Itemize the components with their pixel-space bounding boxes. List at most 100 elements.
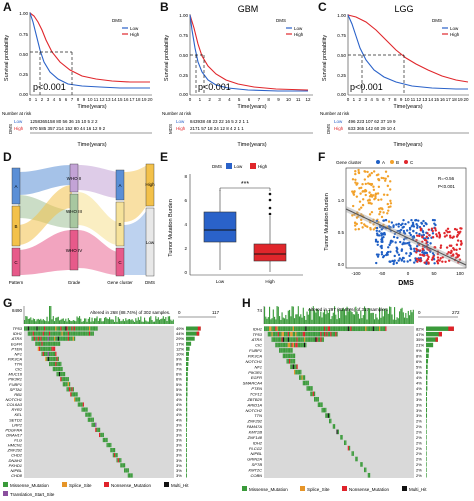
mutation-cell [301,342,303,348]
mutation-cell [37,331,39,336]
mutation-cell [302,331,304,337]
scatter-point-a [398,257,401,260]
mutation-cell [66,387,68,392]
gene-bar [426,375,428,380]
sample-tmb-bar [265,316,267,324]
sample-tmb-bar [310,309,312,324]
panel-h-legend-missense: Missense_Mutation [249,487,288,492]
sample-tmb-bar [286,319,288,324]
mutation-cell [365,467,367,473]
scatter-point-b [355,222,359,226]
mutation-cell [316,326,318,332]
mutation-cell [37,341,39,346]
mutation-cell [320,402,322,408]
panel-e-legend-low: Low [234,164,243,169]
scatter-point-b [364,188,367,192]
panel-a-xlabel-2: Time(years) [77,142,106,148]
panel-h-legend-splice: Splice_Site [307,487,330,492]
sample-tmb-bar [142,321,144,324]
panel-b-xtick: 12 [305,97,311,102]
scatter-point-a [409,244,412,248]
scatter-point-a [409,233,412,237]
panel-h-legend-nonsense: Nonsense_Mutation [349,487,390,492]
sample-tmb-bar [65,318,67,324]
mutation-cell [86,412,88,417]
scatter-point-a [433,219,436,222]
scatter-point-b [368,191,371,194]
scatter-point-c [446,230,449,234]
gene-bar [426,364,428,369]
mutation-cell [91,422,93,427]
sample-tmb-bar [72,320,74,324]
mutation-cell [355,456,357,462]
mutation-cell [291,364,293,370]
mutation-cell [289,358,291,364]
sample-tmb-bar [64,320,66,324]
scatter-point-b [368,213,372,216]
panel-label-g: G [3,296,13,310]
mutation-cell [376,326,378,332]
panel-b-xtick: 5 [238,97,241,102]
gene-pct: 3% [176,432,182,437]
mutation-cell [54,356,56,362]
sample-tmb-bar [116,321,118,324]
scatter-point-a [431,232,435,235]
scatter-point-a [380,238,383,241]
mutation-cell [60,326,62,331]
mutation-cell [51,346,53,351]
scatter-point-a [392,225,395,229]
mutation-cell [285,348,287,353]
mutation-cell [84,326,86,331]
sample-tmb-bar [354,314,356,324]
sample-tmb-bar [169,316,171,324]
mutation-cell [111,448,113,453]
cluster-node-c: C [118,260,122,265]
sample-tmb-bar [51,319,53,324]
mutation-cell [320,337,322,342]
mutation-cell [294,358,296,364]
panel-c-risk-low-values: 496 223 107 62 37 19 9 [348,119,396,124]
scatter-point-a [383,231,386,235]
mutation-cell [45,326,47,331]
gene-pct: 6% [176,372,182,377]
sample-tmb-bar [141,321,143,324]
axis-grade: Grade [68,280,81,285]
mutation-cell [130,473,132,478]
gene-label: PLCG2 [249,446,263,451]
sample-tmb-bar [166,321,168,324]
mutation-cell [316,396,318,402]
mutation-cell [287,358,289,364]
sample-tmb-bar [100,318,102,324]
mutation-cell [36,341,38,346]
mutation-cell [42,336,44,341]
mutation-cell [87,412,89,417]
sample-tmb-bar [411,312,413,324]
panel-e-legend-high: High [258,164,268,169]
sample-tmb-bar [75,321,77,324]
scatter-point-b [387,209,390,212]
mutation-cell [49,341,51,346]
mutation-cell [62,382,64,387]
mutation-cell [295,331,297,337]
gene-bar [186,407,188,412]
scatter-point-b [356,182,359,185]
mutation-cell [291,353,293,359]
mutation-cell [270,326,272,332]
scatter-point-a [406,260,409,263]
gene-label: GRIN2A [247,457,262,462]
sample-tmb-bar [317,309,319,324]
mutation-cell [312,331,314,337]
panel-c-title: LGG [394,4,413,14]
scatter-point-a [408,241,411,244]
mutation-cell [59,341,61,346]
panel-label-c: C [318,0,327,14]
mutation-cell [57,366,59,372]
mutation-cell [79,326,81,331]
mutation-cell [275,326,277,332]
sample-tmb-bar [25,316,27,324]
sample-tmb-bar [361,318,363,324]
panel-b-low-curve [189,14,308,92]
mutation-cell [362,326,364,332]
sample-tmb-bar [96,316,98,324]
sample-tmb-bar [172,319,174,324]
